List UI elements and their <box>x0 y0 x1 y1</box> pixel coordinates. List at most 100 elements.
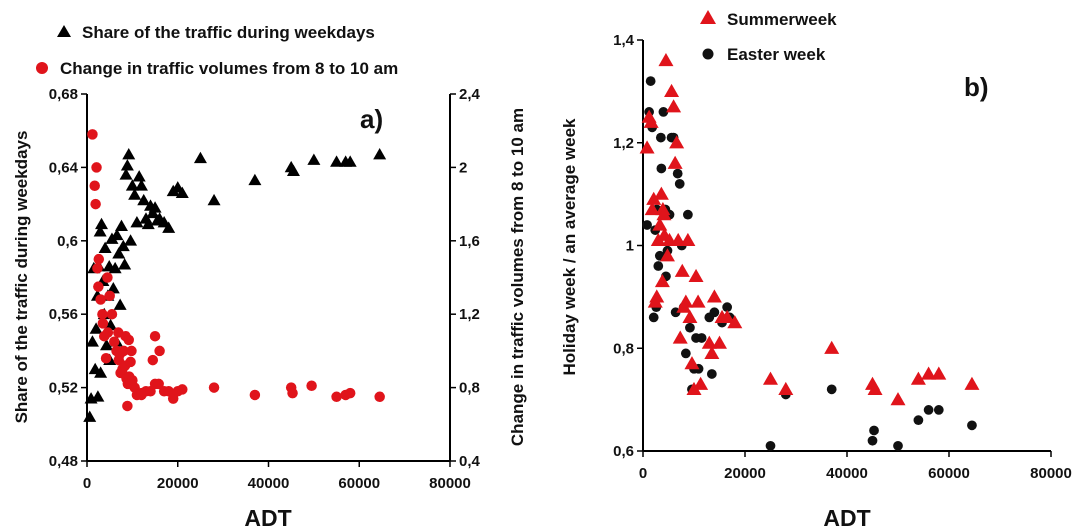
a-change-point-7 <box>97 308 108 320</box>
b-summer-point-39 <box>778 381 794 395</box>
a-xtick-label-4: 80000 <box>429 475 471 492</box>
a-change-point-12 <box>106 308 118 320</box>
b-easter-point-30 <box>706 369 717 379</box>
legend-a-label-change: Change in traffic volumes from 8 to 10 a… <box>60 59 398 78</box>
a-change-point-5 <box>93 253 105 265</box>
b-easter-point-44 <box>967 420 977 431</box>
a-ytick-tick-label-4: 0,64 <box>49 159 79 176</box>
b-ytick-tick-label-3: 1,2 <box>613 135 634 152</box>
a-weekdays-point-36 <box>141 217 155 230</box>
a-change-point-4 <box>92 263 103 274</box>
b-easter-point-39 <box>869 425 879 436</box>
a-change-point-47 <box>249 389 261 401</box>
a-change-point-56 <box>97 318 109 329</box>
a-change-point-9 <box>100 352 112 364</box>
a-weekdays-point-24 <box>118 258 132 270</box>
b-summer-point-25 <box>682 309 698 324</box>
a-change-point-39 <box>123 334 134 346</box>
b-series-summer <box>639 53 980 406</box>
a-weekdays-point-48 <box>207 193 221 206</box>
b-easter-point-46 <box>655 132 666 143</box>
b-ytick-tick-label-1: 0,8 <box>613 340 634 357</box>
a-weekdays-point-58 <box>94 366 108 378</box>
a-change-point-36 <box>177 384 188 395</box>
a-change-point-0 <box>87 129 98 140</box>
a-weekdays-point-0 <box>83 410 97 422</box>
a-change-point-11 <box>104 290 115 302</box>
a-change-point-1 <box>89 180 100 191</box>
a-weekdays-point-47 <box>193 151 207 164</box>
b-easter-point-17 <box>672 168 683 179</box>
b-xtick-label-2: 40000 <box>826 465 868 482</box>
b-easter-point-42 <box>923 405 934 415</box>
a-xtick-label-3: 60000 <box>338 475 380 492</box>
a-ytick-tick-label-2: 0,56 <box>49 306 78 323</box>
a-weekdays-point-55 <box>343 155 357 167</box>
a-x-axis-title: ADT <box>244 505 291 530</box>
b-ytick-tick-label-2: 1 <box>626 238 634 255</box>
a-change-point-57 <box>102 327 114 338</box>
a-change-point-40 <box>126 345 137 357</box>
b-easter-point-28 <box>696 333 707 343</box>
legend-b: Summerweek Easter week <box>700 10 837 64</box>
a-change-point-58 <box>114 349 125 360</box>
a-weekdays-point-25 <box>119 168 133 180</box>
a-xtick-label-2: 40000 <box>248 475 290 492</box>
a-ytick-tick-label-0: 0,48 <box>49 453 78 470</box>
b-easter-point-31 <box>709 307 720 318</box>
a-weekdays-point-2 <box>85 335 99 347</box>
a-weekdays-point-27 <box>122 148 136 160</box>
a-weekdays-point-32 <box>132 170 146 182</box>
a-weekdays-point-29 <box>125 179 139 191</box>
b-summer-point-36 <box>719 309 735 324</box>
a-xtick-label-1: 20000 <box>157 475 199 492</box>
a-y2tick-tick-label-4: 2 <box>459 159 467 176</box>
a-ytick-tick-label-1: 0,52 <box>49 380 78 397</box>
b-summer-point-37 <box>727 315 743 329</box>
a-weekdays-point-53 <box>330 155 344 167</box>
a-change-point-44 <box>122 400 133 412</box>
b-summer-point-24 <box>680 232 696 246</box>
a-weekdays-point-49 <box>248 173 262 186</box>
b-summer-point-13 <box>659 248 675 262</box>
b-summer-point-3 <box>644 202 660 216</box>
b-summer-point-38 <box>763 371 778 385</box>
b-easter-point-37 <box>826 384 837 395</box>
a-ytick-tick-label-5: 0,68 <box>49 86 78 103</box>
a-change-point-51 <box>331 391 342 403</box>
b-summer-point-8 <box>652 217 668 231</box>
a-change-point-3 <box>90 198 101 210</box>
a-change-point-54 <box>374 391 385 403</box>
a-weekdays-point-19 <box>110 228 124 241</box>
a-y2-axis-title: Change in traffic volumes from 8 to 10 a… <box>508 108 527 446</box>
a-ytick-tick-label-3: 0,6 <box>57 233 78 250</box>
b-easter-point-23 <box>685 322 695 333</box>
a-change-point-13 <box>108 336 120 347</box>
b-y-ticks: 0,6 0,8 1 1,2 1,4 <box>613 32 643 460</box>
legend-a-label-weekdays: Share of the traffic during weekdays <box>82 23 375 42</box>
a-change-point-46 <box>208 382 220 393</box>
b-summer-point-6 <box>649 289 665 303</box>
a-change-point-6 <box>95 294 106 305</box>
b-x-ticks: 0 20000 40000 60000 80000 <box>639 451 1072 482</box>
b-y-axis-title: Holiday week / an average week <box>560 118 579 376</box>
a-change-point-41 <box>147 354 159 366</box>
b-easter-point-0 <box>642 220 652 230</box>
a-weekdays-point-4 <box>89 322 103 334</box>
panel-label-a: a) <box>360 104 383 134</box>
b-xtick-label-1: 20000 <box>724 465 766 482</box>
b-summer-point-16 <box>666 99 682 113</box>
a-weekdays-point-61 <box>91 390 105 402</box>
b-summer-point-34 <box>712 335 727 349</box>
a-y2-ticks: 0,4 0,8 1,2 1,6 2 2,4 <box>450 86 481 470</box>
a-weekdays-point-33 <box>134 179 148 191</box>
a-weekdays-point-46 <box>175 186 189 198</box>
b-summer-point-2 <box>643 114 659 128</box>
b-easter-point-22 <box>683 209 693 220</box>
b-summer-point-4 <box>646 191 662 205</box>
b-summer-point-0 <box>639 140 655 154</box>
b-summer-point-20 <box>672 330 688 344</box>
legend-b-label-easter: Easter week <box>727 45 826 64</box>
b-summer-point-23 <box>678 294 694 308</box>
